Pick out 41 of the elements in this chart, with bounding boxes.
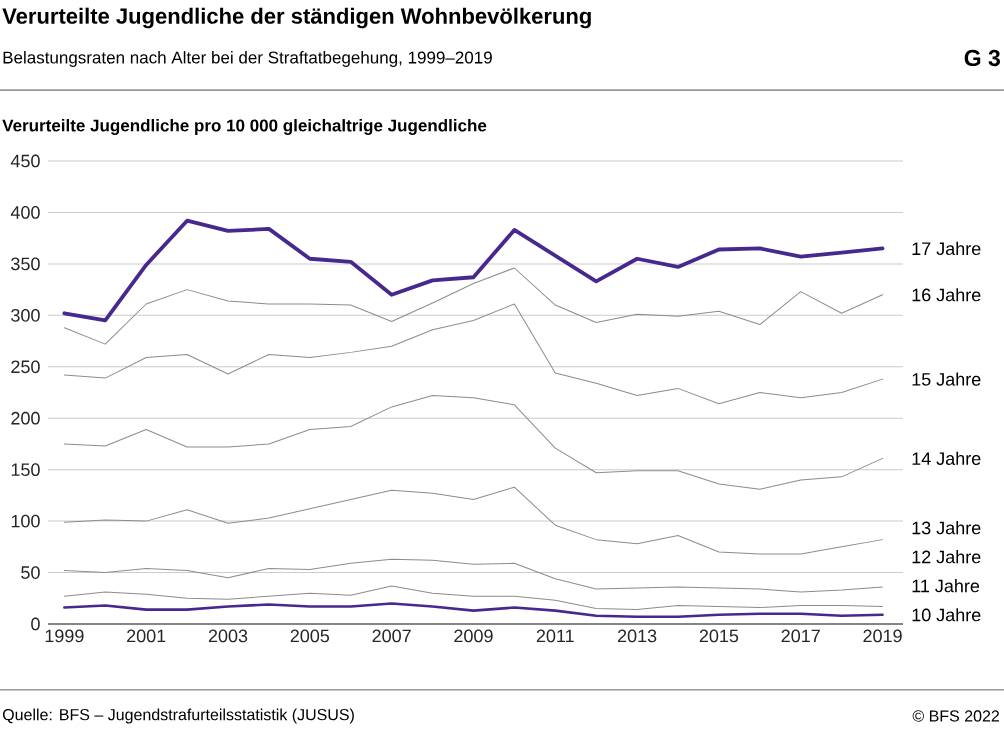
- chart-title: Verurteilte Jugendliche der ständigen Wohnbevölkerung: [2, 7, 591, 29]
- series-label: 16 Jahre: [912, 288, 981, 302]
- x-tick-label: 2001: [127, 629, 166, 643]
- y-tick-label: 100: [11, 514, 40, 528]
- x-tick-label: 2011: [536, 629, 574, 643]
- line-series: [63, 267, 884, 345]
- y-tick-label: 450: [10, 154, 40, 168]
- y-tick-label: 400: [10, 206, 40, 219]
- x-tick-label: 2015: [699, 629, 739, 643]
- y-tick-label: 150: [11, 463, 40, 477]
- y-tick-label: 350: [11, 257, 40, 271]
- y-tick-label: 300: [11, 308, 40, 322]
- series-label: 15 Jahre: [912, 372, 981, 386]
- line-series: [63, 486, 884, 555]
- x-tick-label: 2007: [372, 629, 411, 643]
- line-series: [63, 395, 884, 490]
- text: 12 Jahre: [912, 550, 981, 564]
- line-series: [63, 558, 884, 593]
- series-label: 14 Jahre: [912, 451, 981, 465]
- x-tick-label: 2005: [290, 629, 330, 643]
- y-tick-label: 0: [31, 617, 40, 631]
- x-tick-label: 2003: [208, 629, 248, 643]
- line-series: [63, 602, 884, 619]
- series-label: 17 Jahre: [912, 241, 981, 256]
- x-tick-label: 2013: [617, 629, 657, 643]
- y-tick-label: 200: [11, 411, 40, 425]
- series-label: 10 Jahre: [912, 608, 981, 622]
- series-label: 13 Jahre: [912, 521, 981, 535]
- x-tick-label: 1999: [45, 629, 84, 643]
- text: © BFS 2022: [912, 710, 999, 722]
- y-tick-label: 50: [21, 566, 40, 579]
- x-tick-label: 2009: [454, 629, 493, 643]
- y-tick-label: 250: [11, 360, 40, 374]
- text: G 3: [964, 49, 1000, 67]
- line-series: [63, 303, 884, 405]
- source-note: Quelle: BFS – Jugendstrafurteilsstatistik (JUSUS): [2, 708, 354, 724]
- x-tick-label: 2017: [781, 629, 820, 643]
- x-tick-label: 2019: [863, 629, 902, 643]
- y-axis-title: Verurteilte Jugendliche pro 10 000 gleichaltrige Jugendliche: [2, 119, 487, 135]
- chart-subtitle: Belastungsraten nach Alter bei der Straftatbegehung, 1999–2019: [3, 51, 492, 67]
- series-label: 11 Jahre: [912, 579, 980, 593]
